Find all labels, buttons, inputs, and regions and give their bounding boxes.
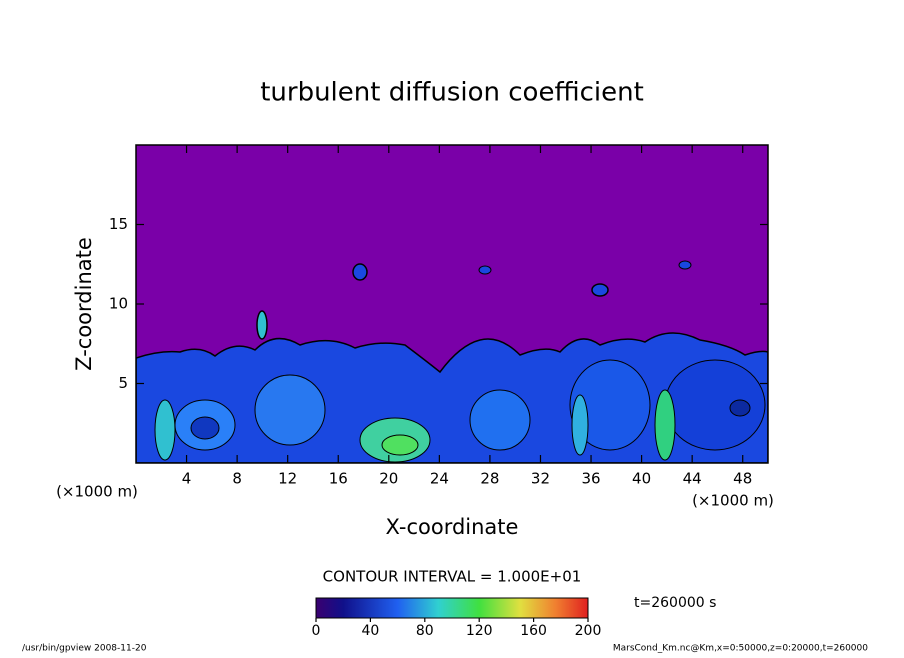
x-tick-label: 48 [733, 470, 752, 488]
x-tick-label: 28 [480, 470, 499, 488]
colorbar [315, 597, 589, 619]
x-tick-label: 8 [232, 470, 242, 488]
y-unit: (×1000 m) [56, 483, 138, 501]
colorbar-tick-label: 80 [416, 623, 434, 639]
x-unit: (×1000 m) [692, 492, 774, 510]
x-tick-label: 16 [329, 470, 348, 488]
colorbar-tick-label: 0 [312, 623, 321, 639]
x-tick-label: 20 [379, 470, 398, 488]
footer-right: MarsCond_Km.nc@Km,x=0:50000,z=0:20000,t=… [613, 644, 868, 654]
x-tick-label: 12 [278, 470, 297, 488]
colorbar-tick-label: 40 [361, 623, 379, 639]
y-tick-label: 5 [118, 374, 128, 392]
contour-interval: CONTOUR INTERVAL = 1.000E+01 [323, 568, 582, 586]
time-label: t=260000 s [634, 595, 716, 611]
y-axis-label: Z-coordinate [72, 237, 96, 371]
colorbar-tick-label: 120 [466, 623, 493, 639]
colorbar-tick-label: 200 [575, 623, 602, 639]
x-tick-label: 32 [531, 470, 550, 488]
x-tick-label: 24 [430, 470, 449, 488]
chart-title: turbulent diffusion coefficient [260, 78, 644, 108]
contour-field [136, 145, 768, 463]
x-axis-label: X-coordinate [386, 515, 519, 539]
x-tick-label: 44 [683, 470, 702, 488]
footer-left: /usr/bin/gpview 2008-11-20 [22, 644, 147, 654]
x-tick-label: 4 [182, 470, 192, 488]
colorbar-tick-label: 160 [520, 623, 547, 639]
y-tick-label: 10 [109, 295, 128, 313]
y-tick-label: 15 [109, 215, 128, 233]
x-tick-label: 36 [581, 470, 600, 488]
x-tick-label: 40 [632, 470, 651, 488]
